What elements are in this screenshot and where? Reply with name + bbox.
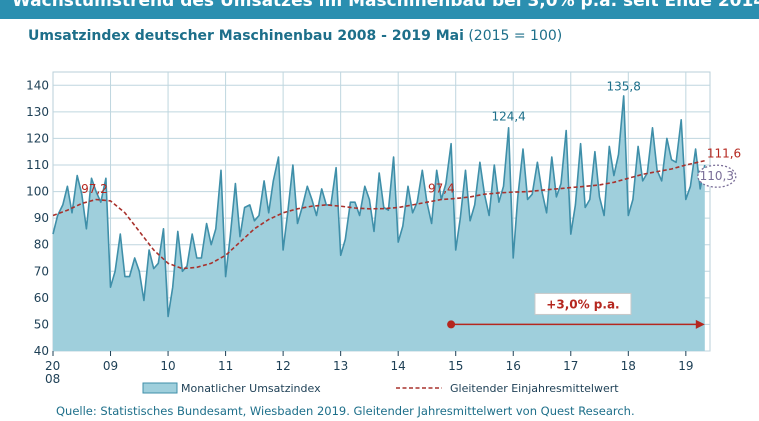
annotation-label: 135,8 — [607, 79, 641, 93]
x-tick-label: 14 — [391, 359, 406, 373]
header-title: Wachstumstrend des Umsatzes im Maschinen… — [12, 0, 759, 11]
legend-label-line: Gleitender Einjahresmittelwert — [450, 382, 619, 395]
y-tick-label: 60 — [34, 291, 49, 305]
y-tick-label: 120 — [26, 131, 49, 145]
y-tick-label: 80 — [34, 238, 49, 252]
trend-label: +3,0% p.a. — [546, 297, 619, 311]
y-tick-label: 110 — [26, 158, 49, 172]
header-banner: Wachstumstrend des Umsatzes im Maschinen… — [0, 0, 759, 19]
trend-arrowhead — [695, 319, 705, 329]
moving-average-line — [52, 159, 705, 270]
x-tick-label: 17 — [563, 359, 578, 373]
source-note: Quelle: Statistisches Bundesamt, Wiesbad… — [56, 404, 635, 418]
annotation-label: 97,4 — [428, 181, 455, 195]
x-tick-label: 15 — [448, 359, 463, 373]
legend-label-area: Monatlicher Umsatzindex — [181, 382, 321, 395]
annotation-label: 124,4 — [491, 110, 525, 124]
y-tick-label: 70 — [34, 264, 49, 278]
area-series-line — [52, 95, 706, 318]
x-tick-label: 18 — [621, 359, 636, 373]
x-tick-label: 09 — [103, 359, 118, 373]
trend-label-box — [534, 292, 632, 315]
x-tick-label: 13 — [333, 359, 348, 373]
y-tick-label: 40 — [34, 344, 49, 358]
x-tick-label: 20 — [45, 359, 60, 373]
x-tick-label: 12 — [275, 359, 290, 373]
annotation-label: 97,2 — [81, 182, 108, 196]
subtitle-main: Umsatzindex deutscher Maschinenbau 2008 … — [28, 28, 464, 44]
area-fill — [53, 95, 705, 352]
trend-arrow-start — [447, 320, 456, 329]
legend-swatch-area — [142, 382, 178, 394]
y-tick-label: 100 — [26, 185, 49, 199]
y-tick-label: 90 — [34, 211, 49, 225]
x-tick-sublabel: 08 — [45, 372, 60, 386]
x-tick-label: 19 — [678, 359, 693, 373]
y-tick-label: 50 — [34, 317, 49, 331]
chart-svg: 40 50 60 70 80 90 100 110 120 130 140 20 09 10 11 12 13 1… — [26, 71, 741, 395]
x-tick-label: 16 — [506, 359, 521, 373]
y-tick-label: 140 — [26, 78, 49, 92]
subtitle-base: (2015 = 100) — [468, 28, 563, 44]
x-tick-label: 11 — [218, 359, 233, 373]
x-tick-label: 10 — [160, 359, 175, 373]
annotation-label: 111,6 — [707, 147, 741, 161]
chart-subtitle: Umsatzindex deutscher Maschinenbau 2008 … — [28, 28, 562, 44]
value-circle — [697, 164, 737, 188]
y-tick-label: 130 — [26, 105, 49, 119]
annotation-label: 110,3 — [700, 169, 734, 183]
